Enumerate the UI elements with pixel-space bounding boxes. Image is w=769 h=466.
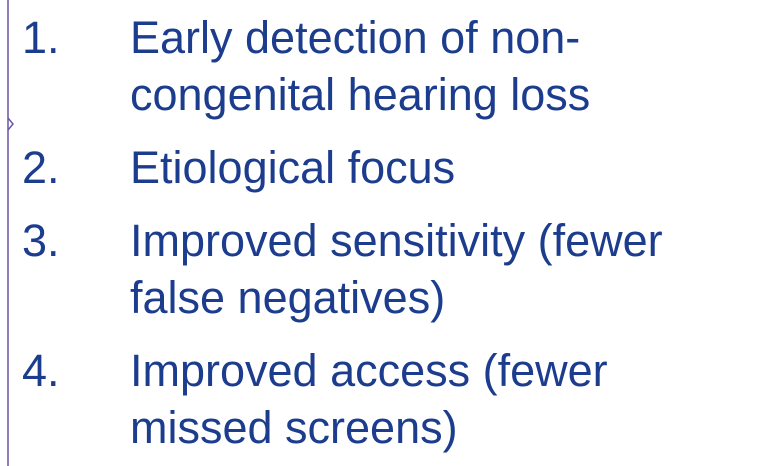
item-text: Improved access (fewer [130, 345, 608, 396]
item-text: Etiological focus [130, 142, 456, 193]
item-text: congenital hearing loss [130, 69, 591, 120]
item-number: 4. [22, 345, 60, 396]
item-text: missed screens) [130, 402, 458, 453]
item-number: 1. [22, 12, 60, 63]
item-text: Early detection of non- [130, 12, 581, 63]
item-number: 2. [22, 142, 60, 193]
item-text: Improved sensitivity (fewer [130, 215, 663, 266]
rule-arrow [7, 117, 14, 131]
item-number: 3. [22, 215, 60, 266]
item-text: false negatives) [130, 272, 446, 323]
